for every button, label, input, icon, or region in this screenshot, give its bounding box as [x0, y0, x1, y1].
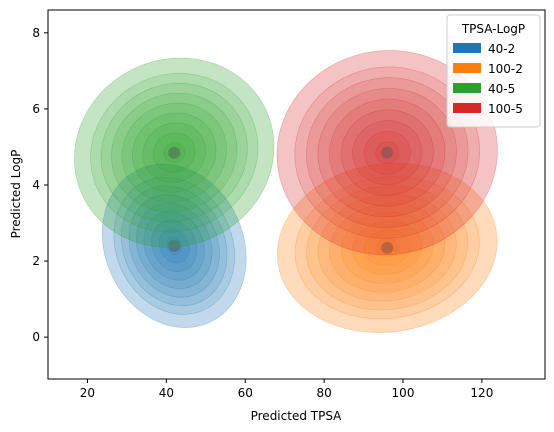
density-contour: [121, 102, 227, 203]
x-tick-label: 20: [80, 386, 95, 400]
density-contour: [166, 236, 183, 255]
legend: TPSA-LogP 40-2 100-2 40-5 100-5: [446, 14, 541, 128]
density-contour: [294, 176, 480, 320]
x-axis-label: Predicted TPSA: [251, 409, 343, 423]
density-contour: [136, 202, 213, 290]
density-contour: [153, 132, 196, 173]
density-contour: [317, 88, 457, 218]
y-tick-label: 6: [32, 102, 40, 116]
y-tick-label: 8: [32, 26, 40, 40]
x-tick-label: 60: [238, 386, 253, 400]
density-contour: [340, 211, 434, 284]
density-contour: [163, 142, 185, 163]
density-contour: [317, 194, 457, 302]
density-contour: [340, 109, 434, 196]
legend-label: 100-2: [488, 62, 523, 76]
y-axis-label: Predicted LogP: [9, 150, 23, 239]
density-contour: [90, 72, 259, 233]
density-contour: [363, 229, 411, 266]
density-contour: [276, 50, 498, 256]
x-tick-label: 120: [470, 386, 493, 400]
density-contour: [329, 202, 446, 293]
density-contour: [375, 238, 400, 257]
y-tick-label: 2: [32, 254, 40, 268]
y-axis: 0 2 4 6 8: [32, 26, 48, 344]
legend-swatch: [453, 43, 481, 53]
density-contour: [74, 57, 275, 248]
legend-swatch: [453, 103, 481, 113]
density-contour: [111, 92, 238, 213]
density-contour: [306, 185, 469, 311]
density-contour: [306, 77, 469, 228]
density-series-40-2: [101, 163, 247, 328]
density-peak: [381, 241, 394, 254]
y-tick-label: 0: [32, 330, 40, 344]
density-contour: [142, 122, 206, 183]
legend-label: 40-2: [488, 42, 515, 56]
legend-label: 100-5: [488, 102, 523, 116]
density-contour: [101, 163, 247, 328]
density-series-100-2: [276, 162, 498, 333]
density-peak: [168, 239, 181, 252]
density-contour: [113, 176, 235, 315]
density-contour: [132, 112, 217, 193]
legend-swatch: [453, 63, 481, 73]
density-series-40-5: [74, 57, 275, 248]
density-contour: [158, 228, 190, 264]
density-contour: [276, 162, 498, 333]
plot-frame: [47, 9, 546, 380]
legend-swatch: [453, 83, 481, 93]
legend-label: 40-5: [488, 82, 515, 96]
y-tick-label: 4: [32, 178, 40, 192]
density-contour: [100, 82, 248, 223]
x-tick-label: 100: [392, 386, 415, 400]
x-tick-label: 40: [159, 386, 174, 400]
density-contour: [151, 219, 198, 272]
density-contour: [143, 211, 205, 281]
density-contour: [375, 141, 400, 164]
density-contour: [352, 120, 423, 186]
x-axis: 20 40 60 80 100 120: [80, 379, 493, 400]
density-layer: [74, 50, 498, 333]
legend-title: TPSA-LogP: [461, 22, 525, 36]
density-contour: [363, 130, 411, 175]
density-contour: [352, 220, 423, 275]
density-peak: [168, 146, 181, 159]
density-peak: [381, 146, 394, 159]
density-contour: [294, 66, 480, 239]
x-tick-label: 80: [316, 386, 331, 400]
density-contour: [329, 98, 446, 207]
density-contour: [121, 185, 228, 307]
density-series-100-5: [276, 50, 498, 256]
density-contour: [128, 194, 220, 298]
